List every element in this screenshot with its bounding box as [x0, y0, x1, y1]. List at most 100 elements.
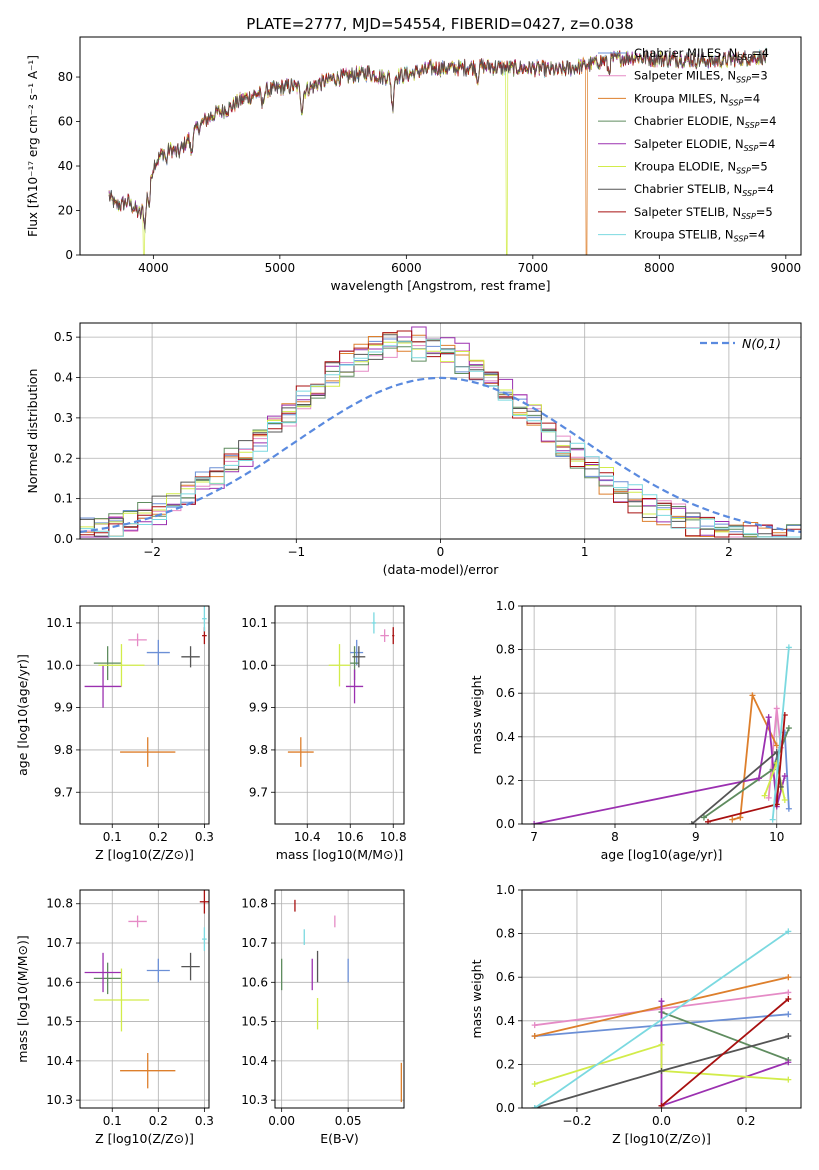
weight-point-marker	[765, 714, 772, 721]
weight-point-marker	[785, 1076, 792, 1083]
weight-point-marker	[658, 1041, 665, 1048]
weight-point-marker	[531, 1022, 538, 1029]
x-tick-label: 10.8	[380, 830, 407, 844]
x-tick-label: 0.0	[652, 1114, 671, 1128]
ticks: −0.2 0.0 0.2 0.0 0.2 0.4 0.6 0.8 1.0	[496, 883, 756, 1128]
error-bar-point	[202, 927, 207, 951]
error-bars	[280, 899, 402, 1103]
x-axis-label: (data-model)/error	[383, 562, 500, 577]
weight-point-marker	[785, 928, 792, 935]
y-tick-label: 10.0	[241, 658, 268, 672]
x-tick-label: 2	[725, 545, 733, 559]
weight-point-marker	[785, 1059, 792, 1066]
y-tick-label: 10.3	[241, 1093, 268, 1107]
y-tick-label: 10.3	[46, 1093, 73, 1107]
legend-label: Salpeter STELIB, NSSP=5	[634, 205, 773, 221]
x-tick-label: 4000	[138, 261, 169, 275]
y-tick-label: 0.5	[54, 330, 73, 344]
legend-label: Chabrier STELIB, NSSP=4	[634, 182, 774, 198]
weight-point-marker	[785, 1033, 792, 1040]
error-bar-point	[371, 612, 377, 634]
error-bar-point	[328, 644, 351, 687]
x-tick-label: 0.3	[195, 1114, 214, 1128]
weight-point-marker	[658, 998, 665, 1005]
weight-point-marker	[531, 821, 538, 824]
y-tick-label: 9.9	[54, 701, 73, 715]
error-bars	[84, 890, 209, 1089]
ticks: 0.1 0.2 0.3 10.3 10.4 10.5 10.6 10.7 10.8	[46, 897, 214, 1128]
y-tick-label: 10.8	[241, 897, 268, 911]
error-bar-point	[93, 968, 150, 1032]
weight-point-marker	[761, 792, 768, 799]
y-tick-label: 0.0	[54, 532, 73, 546]
error-bars	[84, 606, 207, 767]
y-tick-label: 0.8	[496, 643, 515, 657]
spectrum-lines	[108, 47, 768, 255]
y-tick-label: 0.6	[496, 686, 515, 700]
spectrum-series-line	[108, 49, 768, 230]
legend-label: Chabrier MILES, NSSP=4	[634, 46, 769, 62]
weight-point-marker	[773, 742, 780, 749]
x-tick-label: 9000	[771, 261, 802, 275]
residuals-legend: N(0,1)	[700, 336, 781, 351]
weight-series-line	[732, 692, 778, 821]
ticks: 10.4 10.6 10.8 9.7 9.8 9.9 10.0 10.1	[241, 616, 406, 844]
error-bar-point	[146, 639, 170, 666]
y-tick-label: 10.1	[241, 616, 268, 630]
x-axis-label: age [log10(age/yr)]	[601, 847, 723, 862]
y-tick-label: 0.1	[54, 492, 73, 506]
error-bar-point	[128, 915, 147, 928]
legend-label: Salpeter ELODIE, NSSP=4	[634, 137, 775, 153]
weight-series-line	[771, 647, 790, 820]
y-tick-label: 9.8	[54, 743, 73, 757]
error-bar-point	[345, 669, 364, 704]
weight-series-line	[661, 1011, 789, 1061]
weight-point-marker	[729, 816, 736, 823]
y-tick-label: 20	[58, 204, 73, 218]
normal-reference-curve	[80, 376, 801, 533]
weight-lines	[531, 928, 792, 1108]
weight-point-marker	[785, 725, 792, 732]
ticks: −2 −1 0 1 2 0.0 0.1 0.2 0.3 0.4 0.5	[54, 330, 733, 559]
grid	[522, 605, 801, 825]
y-tick-label: 10.0	[46, 658, 73, 672]
mass-vs-metallicity-panel: 0.1 0.2 0.3 10.3 10.4 10.5 10.6 10.7 10.8 Z [log1…	[15, 889, 214, 1146]
x-tick-label: 5000	[265, 261, 296, 275]
axes-frame	[79, 322, 802, 540]
weight-series-line	[534, 930, 789, 1108]
ticks: 0.00 0.05 10.3 10.4 10.5 10.6 10.7 10.8	[241, 897, 361, 1128]
grid	[275, 890, 404, 1108]
weight-point-marker	[781, 797, 788, 804]
y-tick-label: 10.7	[241, 936, 268, 950]
x-tick-label: 9	[692, 830, 700, 844]
y-tick-label: 0.4	[496, 1014, 515, 1028]
x-tick-label: 0.3	[195, 830, 214, 844]
error-bar-point	[146, 958, 170, 983]
weight-point-marker	[658, 1067, 665, 1074]
error-bar-point	[380, 629, 389, 642]
y-tick-label: 10.4	[46, 1054, 73, 1068]
mass-vs-ebv-panel: 0.00 0.05 10.3 10.4 10.5 10.6 10.7 10.8 E(B-V)	[241, 889, 405, 1146]
weight-point-marker	[773, 705, 780, 712]
y-axis-label: Normed distribution	[25, 369, 40, 494]
x-tick-label: 7000	[518, 261, 549, 275]
weight-point-marker	[755, 775, 762, 782]
error-bar-point	[84, 665, 122, 708]
x-tick-label: 0.1	[103, 830, 122, 844]
x-axis-label: Z [log10(Z/Z⊙)]	[95, 1131, 194, 1146]
y-tick-label: 80	[58, 70, 73, 84]
error-bar-point	[202, 606, 207, 632]
x-tick-label: −0.2	[562, 1114, 591, 1128]
x-axis-label: E(B-V)	[320, 1131, 359, 1146]
error-bar-point	[287, 737, 314, 767]
grid	[80, 890, 209, 1108]
y-tick-label: 0.4	[496, 730, 515, 744]
axes-frame	[521, 889, 802, 1109]
weight-series-line	[533, 717, 786, 824]
x-axis-label: Z [log10(Z/Z⊙)]	[612, 1131, 711, 1146]
error-bar-point	[352, 646, 366, 668]
y-tick-label: 0.2	[496, 1057, 515, 1071]
legend-label: Kroupa STELIB, NSSP=4	[634, 228, 765, 244]
y-axis-label: Flux [fλ10⁻¹⁷ erg cm⁻² s⁻¹ A⁻¹]	[26, 55, 40, 237]
age-vs-metallicity-panel: 0.1 0.2 0.3 9.7 9.8 9.9 10.0 10.1 Z [log10(Z/Z⊙)…	[15, 605, 214, 862]
